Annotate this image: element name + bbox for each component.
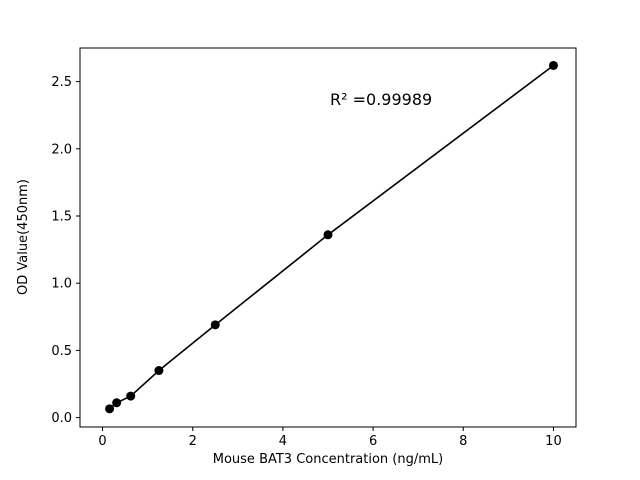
data-point — [126, 391, 136, 401]
y-tick-label: 2.0 — [51, 142, 72, 157]
x-tick-label: 4 — [279, 434, 287, 449]
data-point — [112, 398, 122, 408]
x-tick-label: 2 — [189, 434, 197, 449]
data-point — [323, 230, 333, 240]
x-tick-label: 6 — [369, 434, 377, 449]
data-point — [105, 404, 115, 414]
y-axis-label: OD Value(450nm) — [16, 179, 31, 295]
y-tick-label: 0.0 — [51, 411, 72, 426]
y-tick-label: 1.0 — [51, 277, 72, 292]
x-axis-label: Mouse BAT3 Concentration (ng/mL) — [213, 452, 443, 467]
y-tick-label: 1.5 — [51, 209, 72, 224]
x-tick-label: 8 — [459, 434, 467, 449]
data-point — [210, 320, 220, 330]
plot-area: 0 2 4 6 8 10 0.0 0.5 1.0 1.5 2.0 2.5 — [51, 47, 577, 449]
data-point — [548, 60, 558, 70]
x-tick-label: 10 — [545, 434, 562, 449]
data-point — [154, 366, 164, 376]
y-tick-label: 2.5 — [51, 75, 72, 90]
y-tick-label: 0.5 — [51, 344, 72, 359]
r-squared-annotation: R² =0.99989 — [330, 90, 432, 109]
x-tick-label: 0 — [98, 434, 106, 449]
